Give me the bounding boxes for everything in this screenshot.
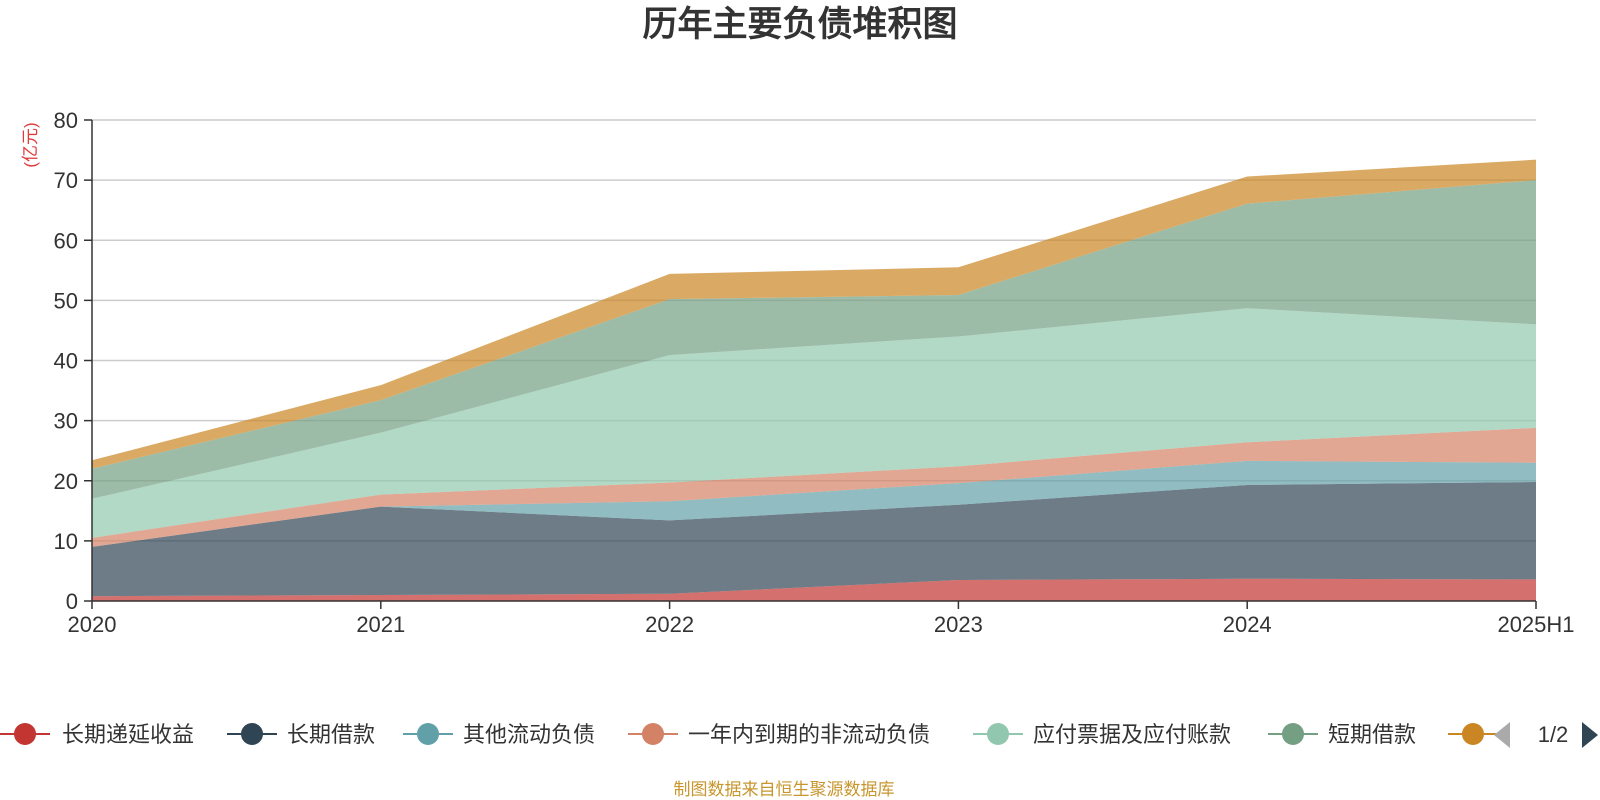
y-tick-label: 30 [54, 409, 78, 434]
legend-marker [14, 723, 36, 745]
legend-marker [1462, 723, 1484, 745]
legend-marker [642, 723, 664, 745]
legend-page-indicator: 1/2 [1538, 722, 1569, 747]
x-tick-label: 2024 [1223, 612, 1272, 637]
legend-marker [987, 723, 1009, 745]
y-tick-label: 40 [54, 349, 78, 374]
legend-item-5[interactable]: 短期借款 [1268, 722, 1416, 747]
legend-label: 应付票据及应付账款 [1033, 722, 1231, 747]
y-tick-label: 10 [54, 529, 78, 554]
area-series-0 [92, 578, 1536, 601]
legend-marker [241, 723, 263, 745]
area-series-1 [92, 481, 1536, 597]
legend-item-6[interactable] [1448, 723, 1498, 745]
legend-item-0[interactable]: 长期递延收益 [0, 722, 194, 747]
area-series-6 [92, 159, 1536, 469]
area-series-3 [92, 427, 1536, 547]
legend-label: 长期递延收益 [62, 722, 194, 747]
legend-label: 短期借款 [1328, 722, 1416, 747]
legend-item-1[interactable]: 长期借款 [227, 722, 375, 747]
area-series [92, 159, 1536, 601]
y-tick-label: 0 [66, 589, 78, 614]
area-series-4 [92, 308, 1536, 538]
legend-item-3[interactable]: 一年内到期的非流动负债 [628, 722, 930, 747]
area-series-5 [92, 180, 1536, 499]
legend-marker [417, 723, 439, 745]
legend-label: 其他流动负债 [463, 722, 595, 747]
legend-label: 一年内到期的非流动负债 [688, 722, 930, 747]
axes: 0 10 20 30 40 50 60 70 80 2020 2021 2022 2023 2024 202… [54, 108, 1575, 637]
legend-next-arrow-icon[interactable] [1582, 722, 1598, 748]
legend-item-2[interactable]: 其他流动负债 [403, 722, 595, 747]
legend-item-4[interactable]: 应付票据及应付账款 [973, 722, 1231, 747]
y-tick-label: 60 [54, 228, 78, 253]
legend-prev-arrow-icon[interactable] [1494, 722, 1510, 748]
y-tick-label: 70 [54, 168, 78, 193]
chart-title: 历年主要负债堆积图 [642, 5, 957, 44]
x-tick-label: 2022 [645, 612, 694, 637]
legend-marker [1282, 723, 1304, 745]
y-tick-label: 50 [54, 288, 78, 313]
x-tick-label: 2025H1 [1497, 612, 1574, 637]
legend: 长期递延收益 长期借款 其他流动负债 一年内到期的非流动负债 应付票据及应付账款 短期借款… [0, 722, 1598, 748]
y-tick-label: 80 [54, 108, 78, 133]
x-tick-label: 2020 [68, 612, 117, 637]
x-tick-label: 2021 [356, 612, 405, 637]
y-tick-label: 20 [54, 469, 78, 494]
y-axis-label: (亿元) [21, 122, 40, 167]
legend-label: 长期借款 [287, 722, 375, 747]
data-source-note: 制图数据来自恒生聚源数据库 [674, 780, 895, 799]
area-series-2 [92, 460, 1536, 547]
x-tick-label: 2023 [934, 612, 983, 637]
